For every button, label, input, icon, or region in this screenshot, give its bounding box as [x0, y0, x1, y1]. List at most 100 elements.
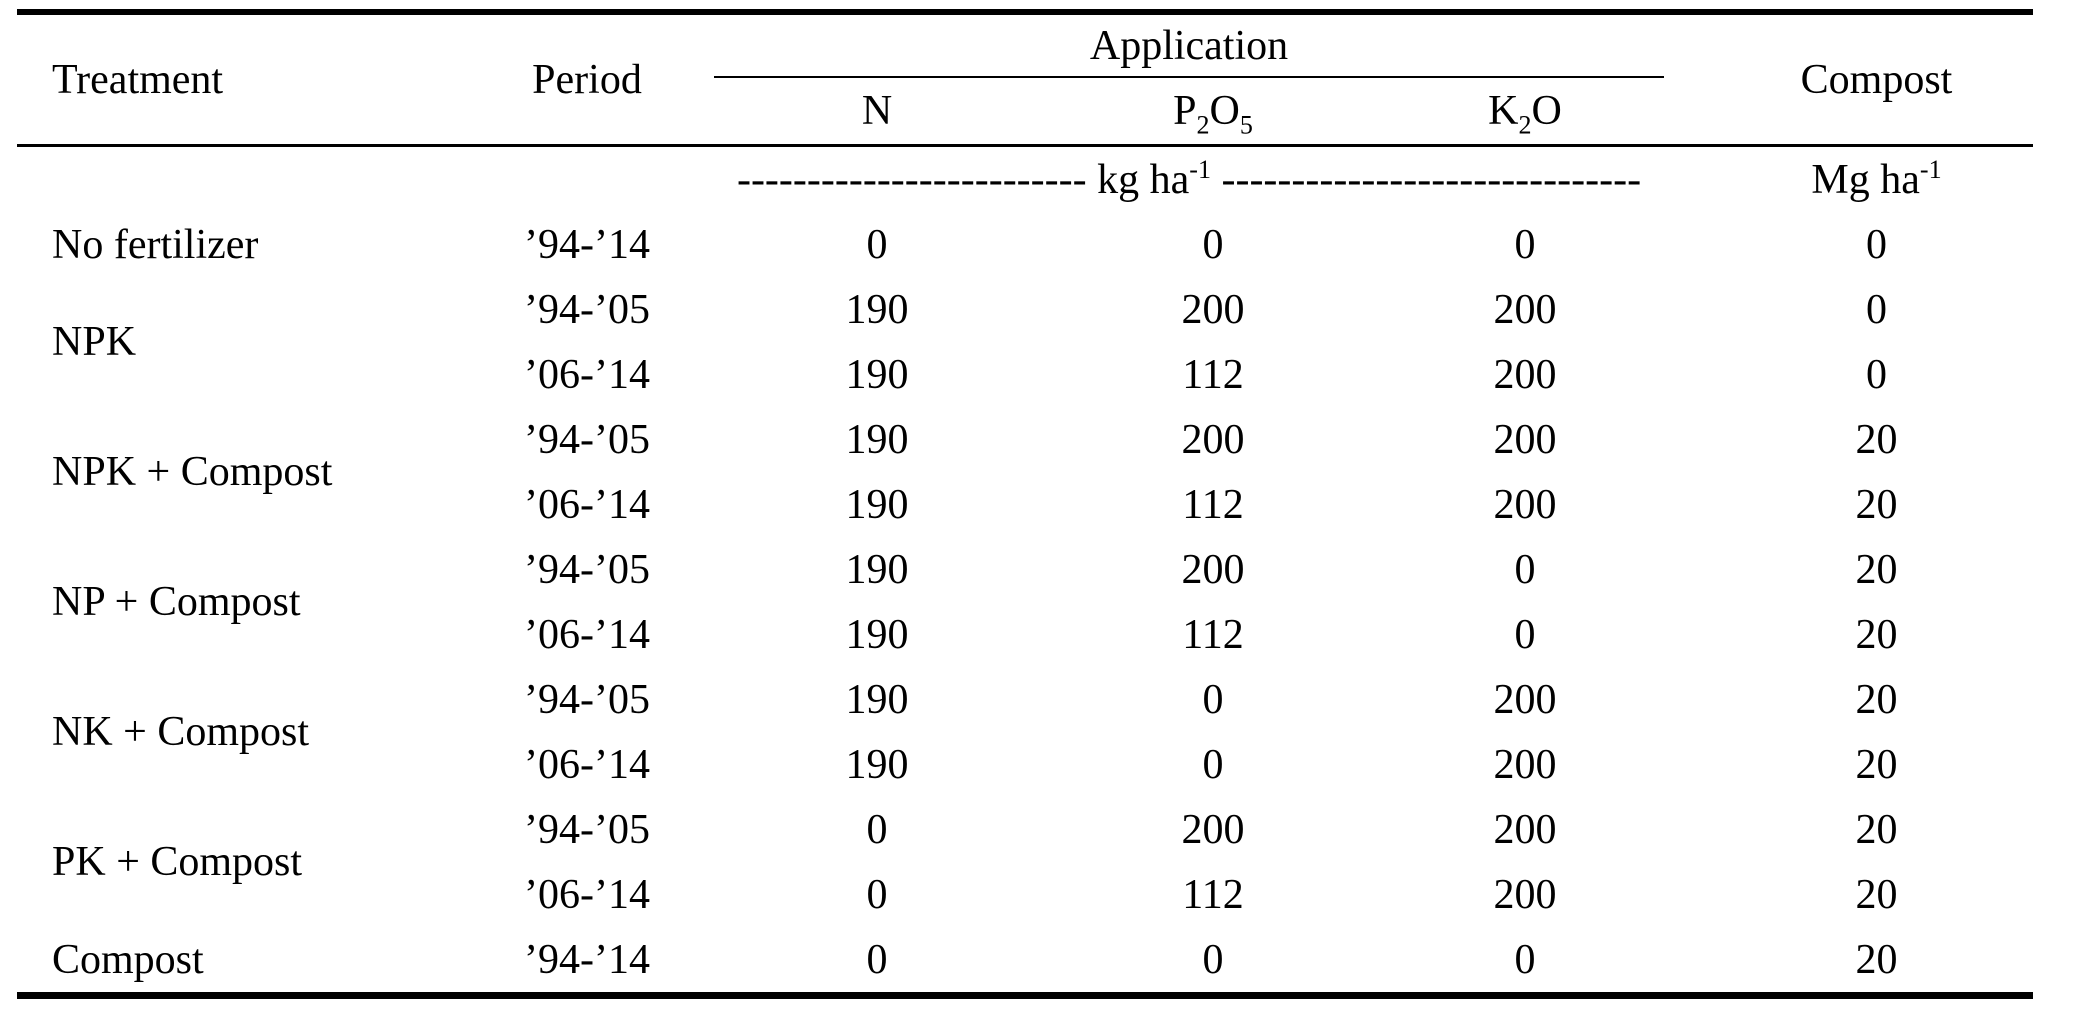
p2o5-value-cell: 0 [1202, 676, 1224, 723]
k2o-value-cell: 0 [1514, 611, 1536, 658]
p2o5-value-cell: 112 [1182, 611, 1244, 658]
p2o5-sub2: 2 [1196, 110, 1210, 140]
n-value-cell: 190 [845, 546, 909, 593]
p2o5-value-cell: 200 [1181, 416, 1245, 463]
period-cell: ’06-’14 [524, 481, 650, 528]
table-row: ’06-’14 190 112 200 0 [17, 342, 2033, 407]
units-mg-ha: Mg ha-1 [1664, 146, 2033, 213]
table-row: NPK + Compost ’94-’05 190 200 200 20 [17, 407, 2033, 496]
treatment-cell: PK + Compost [52, 839, 303, 885]
compost-value-cell: 20 [1855, 611, 1898, 658]
treatment-cell: Compost [52, 936, 204, 983]
period-cell: ’06-’14 [524, 611, 650, 658]
period-cell: ’94-’05 [524, 416, 650, 463]
compost-value-cell: 20 [1855, 481, 1898, 528]
table-row: Compost ’94-’14 0 0 0 20 [17, 927, 2033, 996]
k2o-value-cell: 0 [1514, 546, 1536, 593]
fertilizer-application-table: Treatment Period Application Compost N P… [17, 9, 2034, 999]
column-header-treatment: Treatment [17, 12, 460, 147]
n-value-cell: 0 [866, 936, 888, 983]
column-header-k2o: K2O [1386, 77, 1665, 147]
k2o-value-cell: 0 [1514, 936, 1536, 983]
k2o-value-cell: 200 [1493, 286, 1557, 333]
period-cell: ’94-’05 [524, 546, 650, 593]
compost-value-cell: 20 [1855, 546, 1898, 593]
n-value-cell: 190 [845, 286, 909, 333]
k2o-value-cell: 200 [1493, 351, 1557, 398]
n-value-cell: 190 [845, 611, 909, 658]
n-value-cell: 0 [866, 806, 888, 853]
column-group-header-application: Application [714, 12, 1665, 78]
units-mg-exponent: -1 [1919, 154, 1942, 184]
p2o5-value-cell: 200 [1181, 286, 1245, 333]
units-kg-exponent: -1 [1189, 154, 1211, 184]
p2o5-value-cell: 0 [1202, 936, 1224, 983]
period-cell: ’94-’05 [524, 806, 650, 853]
k2o-o: O [1531, 88, 1562, 134]
table-row: NK + Compost ’94-’05 190 0 200 20 [17, 667, 2033, 756]
compost-value-cell: 20 [1855, 806, 1898, 853]
table-row: ’06-’14 190 0 200 20 [17, 732, 2033, 797]
n-value-cell: 190 [845, 416, 909, 463]
units-row: ------------------------- kg ha-1 ------… [17, 146, 2033, 213]
k2o-value-cell: 0 [1514, 221, 1536, 268]
p2o5-value-cell: 200 [1181, 546, 1245, 593]
n-value-cell: 0 [866, 871, 888, 918]
table-row: NPK ’94-’05 190 200 200 0 [17, 277, 2033, 366]
k2o-value-cell: 200 [1493, 806, 1557, 853]
k2o-sub2: 2 [1518, 110, 1532, 140]
table-header: Treatment Period Application Compost N P… [17, 12, 2034, 147]
period-cell: ’06-’14 [524, 871, 650, 918]
k2o-value-cell: 200 [1493, 741, 1557, 788]
units-empty-treatment [17, 146, 460, 213]
treatment-cell: NPK [52, 319, 137, 365]
compost-value-cell: 0 [1866, 286, 1888, 333]
n-value-cell: 190 [845, 676, 909, 723]
table-units-row-group: ------------------------- kg ha-1 ------… [17, 146, 2033, 213]
p2o5-o: O [1209, 88, 1240, 134]
period-cell: ’94-’14 [524, 936, 650, 983]
n-value-cell: 0 [866, 221, 888, 268]
table-body: No fertilizer ’94-’14 0 0 0 0 NPK ’94-’0… [17, 212, 2033, 996]
compost-value-cell: 20 [1855, 676, 1898, 723]
k2o-value-cell: 200 [1493, 416, 1557, 463]
units-kg-ha: ------------------------- kg ha-1 ------… [714, 146, 1664, 213]
units-dashes-right: ------------------------------ [1210, 156, 1642, 203]
k2o-value-cell: 200 [1493, 481, 1557, 528]
n-value-cell: 190 [845, 351, 909, 398]
compost-value-cell: 20 [1855, 741, 1898, 788]
table-row: ’06-’14 190 112 0 20 [17, 602, 2033, 667]
k2o-base: K [1488, 88, 1519, 134]
table-row: No fertilizer ’94-’14 0 0 0 0 [17, 212, 2033, 277]
column-header-compost: Compost [1664, 12, 2034, 147]
compost-value-cell: 20 [1855, 871, 1898, 918]
column-header-n: N [714, 77, 1040, 147]
compost-value-cell: 0 [1866, 351, 1888, 398]
p2o5-value-cell: 200 [1181, 806, 1245, 853]
units-empty-period [460, 146, 714, 213]
table-row: PK + Compost ’94-’05 0 200 200 20 [17, 797, 2033, 886]
period-cell: ’94-’05 [524, 286, 650, 333]
table-row: ’06-’14 0 112 200 20 [17, 862, 2033, 927]
units-dashes-left: ------------------------- [736, 156, 1087, 203]
table-row: ’06-’14 190 112 200 20 [17, 472, 2033, 537]
compost-value-cell: 20 [1855, 416, 1898, 463]
units-kg-label: kg ha [1086, 156, 1190, 203]
period-cell: ’06-’14 [524, 741, 650, 788]
p2o5-value-cell: 0 [1202, 741, 1224, 788]
p2o5-base: P [1173, 88, 1197, 134]
compost-value-cell: 20 [1855, 936, 1898, 983]
table-row: NP + Compost ’94-’05 190 200 0 20 [17, 537, 2033, 626]
period-cell: ’94-’14 [524, 221, 650, 268]
treatment-cell: NP + Compost [52, 579, 301, 625]
p2o5-sub5: 5 [1239, 110, 1253, 140]
compost-value-cell: 0 [1866, 221, 1888, 268]
p2o5-value-cell: 0 [1202, 221, 1224, 268]
p2o5-value-cell: 112 [1182, 351, 1244, 398]
p2o5-value-cell: 112 [1182, 481, 1244, 528]
n-value-cell: 190 [845, 481, 909, 528]
n-value-cell: 190 [845, 741, 909, 788]
period-cell: ’94-’05 [524, 676, 650, 723]
units-mg-label: Mg ha [1811, 156, 1920, 203]
